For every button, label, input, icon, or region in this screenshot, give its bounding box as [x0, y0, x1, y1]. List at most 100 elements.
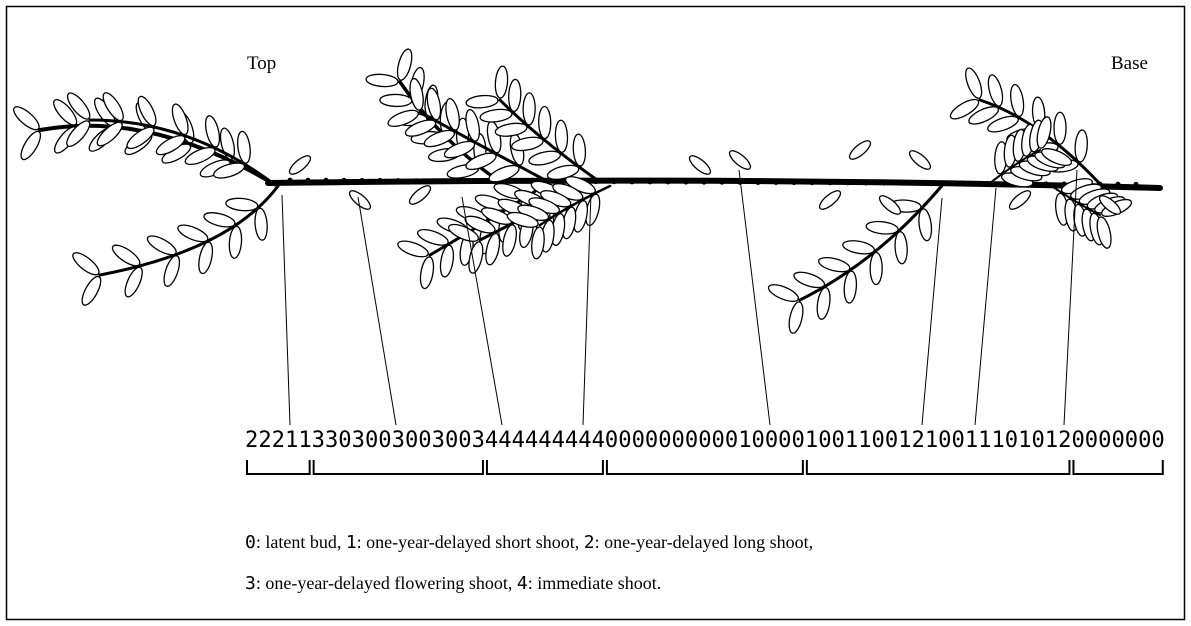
legend-code: 2	[584, 532, 595, 553]
leaf	[236, 130, 251, 164]
legend-code: 1	[346, 532, 357, 553]
leaf	[163, 255, 181, 287]
legend-line: 0: latent bud, 1: one-year-delayed short…	[245, 532, 813, 553]
leaf	[1010, 83, 1025, 117]
leaf	[894, 231, 908, 265]
bud	[665, 179, 671, 185]
pointer	[281, 194, 291, 426]
leaf	[20, 130, 42, 161]
leaf	[767, 284, 799, 302]
bracket	[312, 460, 484, 475]
bud	[323, 177, 329, 183]
leaf	[124, 266, 143, 298]
bracket	[246, 460, 311, 475]
leaf	[1036, 116, 1052, 149]
leaf	[468, 241, 484, 274]
leaf	[213, 162, 246, 179]
code-segment: 000000000010000	[605, 428, 805, 453]
bud	[647, 179, 653, 185]
leaf	[485, 232, 501, 266]
leaf	[465, 108, 481, 142]
bud	[341, 177, 347, 183]
leaf	[818, 190, 842, 210]
pointer	[738, 169, 771, 426]
code-segment: 22211	[245, 428, 312, 453]
leaf	[788, 301, 804, 334]
leaf	[348, 190, 372, 210]
leaf	[126, 126, 155, 150]
bud	[1115, 181, 1121, 187]
bud	[791, 180, 797, 186]
leaf	[1096, 216, 1112, 249]
leaf	[465, 152, 497, 171]
leaf	[510, 136, 544, 152]
legend-text: : one-year-delayed long shoot,	[595, 532, 814, 552]
leaf	[554, 119, 569, 153]
branch	[418, 110, 547, 182]
top-label: Top	[247, 53, 276, 74]
legend-code: 4	[517, 573, 528, 594]
leaf	[816, 286, 831, 320]
legend: 0: latent bud, 1: one-year-delayed short…	[245, 532, 813, 594]
leaf	[494, 65, 509, 99]
frame	[5, 5, 1186, 621]
leaf	[1098, 195, 1122, 215]
bud	[899, 180, 905, 186]
leaf	[488, 164, 520, 183]
leaf	[494, 122, 528, 137]
bud	[359, 177, 365, 183]
bud	[863, 180, 869, 186]
leaf	[397, 240, 429, 258]
branch	[538, 184, 612, 227]
leaf	[102, 92, 124, 122]
bud	[683, 179, 689, 185]
leaf	[546, 164, 580, 180]
leaf	[728, 150, 752, 170]
bud	[467, 178, 473, 184]
bud	[755, 179, 761, 185]
pointer	[357, 196, 397, 426]
leaf	[228, 225, 243, 259]
leaf	[404, 119, 437, 137]
leaf	[387, 109, 419, 128]
leaf	[965, 67, 983, 99]
bracket	[605, 460, 804, 475]
leaf	[416, 228, 449, 246]
bud	[1043, 181, 1049, 187]
branch	[98, 184, 280, 277]
leaf	[72, 252, 100, 276]
leaf	[572, 133, 587, 167]
leaf	[177, 224, 209, 243]
bud	[881, 180, 887, 186]
leaf	[13, 106, 40, 131]
legend-code: 0	[245, 532, 256, 553]
leaf	[538, 105, 552, 140]
leaf	[66, 92, 91, 120]
code-sequence: 22211 3303003003003 444444444 0000000000100…	[245, 428, 1165, 475]
bud	[629, 179, 635, 185]
leaf	[445, 97, 460, 131]
leaf	[439, 244, 455, 278]
bud	[449, 178, 455, 184]
leaf	[842, 240, 875, 255]
leaf	[479, 108, 513, 123]
bud	[809, 180, 815, 186]
leaf	[225, 197, 259, 212]
leaf	[817, 256, 851, 273]
leaf	[987, 115, 1019, 133]
leaf	[447, 223, 480, 242]
pointer	[582, 192, 592, 426]
bud	[773, 180, 779, 186]
leaf	[522, 92, 536, 126]
bud	[305, 177, 311, 183]
leaf	[869, 251, 883, 286]
branch	[498, 98, 602, 184]
leaf	[531, 226, 545, 260]
leaf	[419, 256, 435, 290]
bud	[431, 178, 437, 184]
leaf	[848, 140, 872, 160]
code-segment: 3303003003003	[312, 428, 485, 453]
code-segment: 0000000	[1071, 428, 1164, 453]
pointer	[974, 187, 997, 426]
